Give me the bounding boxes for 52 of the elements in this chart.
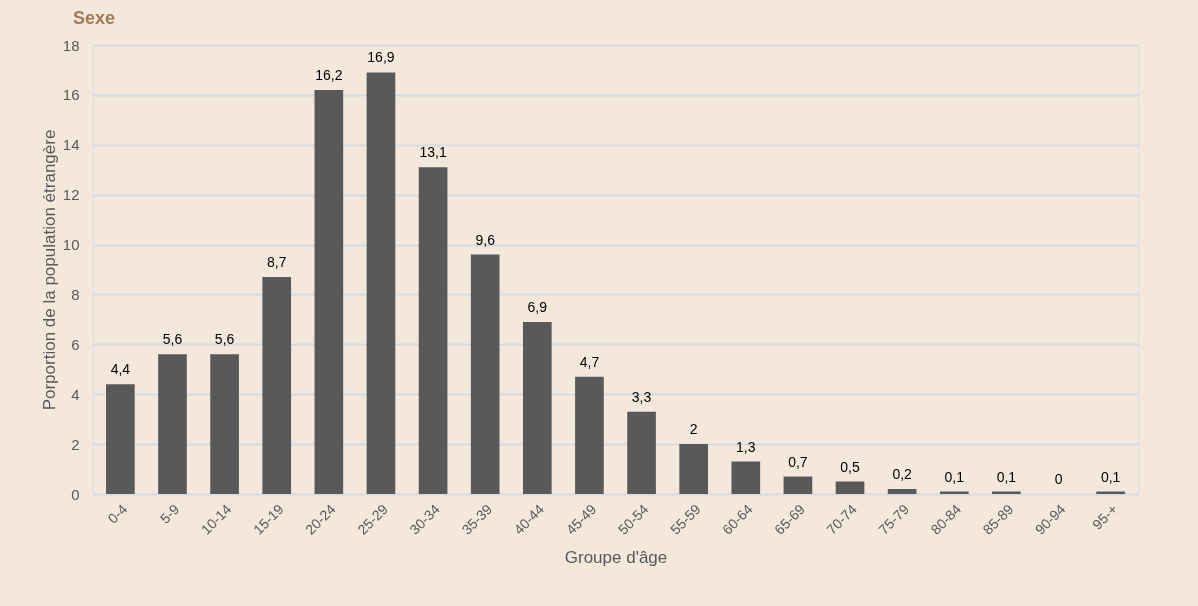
bar (210, 354, 239, 494)
data-label: 5,6 (214, 331, 235, 348)
data-label: 16,2 (315, 66, 343, 83)
data-label: 2 (689, 421, 698, 438)
data-label: 0,1 (944, 468, 965, 485)
data-label: 0 (1054, 471, 1063, 487)
bar (418, 167, 448, 494)
bar (731, 461, 761, 494)
data-label: 0,1 (1100, 468, 1121, 485)
data-label: 6,9 (527, 298, 548, 315)
data-label: 0,5 (840, 458, 860, 475)
y-tick-label: 0 (71, 485, 80, 503)
data-label: 8,7 (266, 253, 287, 270)
data-label: 0,2 (892, 466, 913, 483)
y-tick-label: 14 (62, 136, 80, 154)
y-tick-label: 18 (62, 36, 80, 54)
y-tick-label: 6 (71, 335, 80, 353)
y-tick-label: 8 (71, 285, 80, 303)
data-label: 1,3 (736, 438, 756, 455)
bar (262, 276, 292, 494)
bar (627, 411, 656, 494)
x-tick-label: 0-4 (104, 500, 131, 527)
bar (679, 444, 709, 494)
y-tick-label: 12 (62, 186, 80, 204)
data-label: 13,1 (419, 144, 447, 161)
data-label: 4,7 (579, 353, 600, 370)
data-label: 0,1 (996, 468, 1017, 485)
data-label: 4,4 (110, 361, 131, 378)
bar (783, 476, 813, 494)
y-axis-title: Porportion de la population étrangère (39, 129, 59, 411)
y-tick-label: 16 (62, 86, 80, 104)
bar (314, 89, 344, 494)
bar (470, 254, 500, 494)
bar (575, 376, 604, 494)
bar (158, 354, 187, 494)
bar (366, 72, 396, 494)
x-tick-label: 95-+ (1089, 501, 1121, 533)
y-tick-label: 10 (62, 236, 80, 254)
data-label: 9,6 (475, 231, 496, 248)
bar (835, 481, 865, 494)
data-label: 0,7 (788, 453, 808, 470)
bar (106, 384, 135, 494)
y-tick-label: 2 (71, 435, 80, 453)
x-axis-title: Groupe d'âge (564, 547, 668, 567)
y-tick-label: 4 (71, 385, 80, 403)
data-label: 5,6 (162, 331, 183, 348)
x-tick-label: 5-9 (156, 500, 183, 527)
bar (887, 489, 917, 494)
bar (522, 321, 552, 494)
data-label: 3,3 (631, 388, 652, 405)
data-label: 16,9 (367, 49, 395, 66)
chart-title: Sexe (73, 8, 116, 28)
